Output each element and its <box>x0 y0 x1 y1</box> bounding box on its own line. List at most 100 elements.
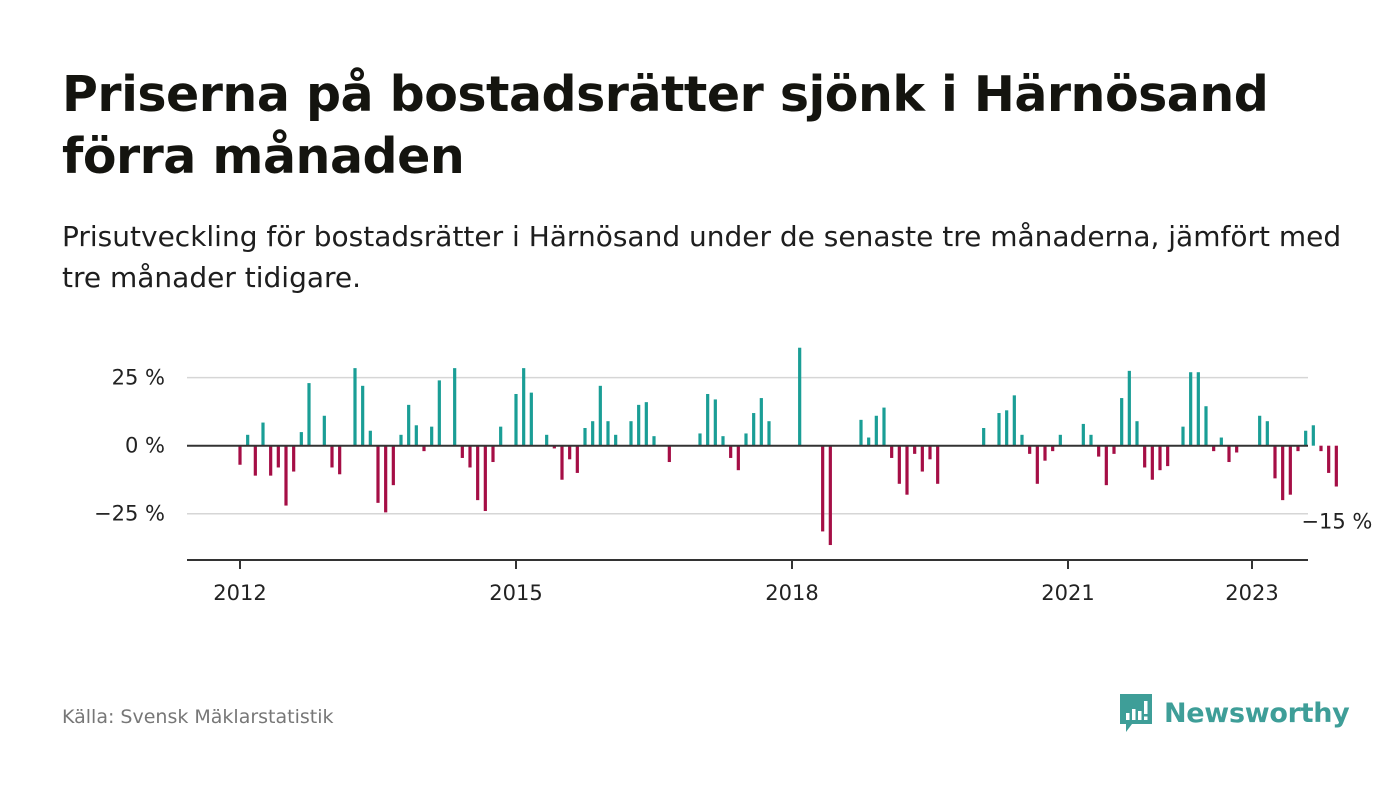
bar <box>292 445 296 472</box>
bar <box>798 347 802 446</box>
bar <box>821 445 825 532</box>
bar <box>575 445 579 473</box>
bar <box>499 426 503 446</box>
bar <box>767 421 771 446</box>
bar <box>1089 434 1093 446</box>
bar <box>1265 421 1269 446</box>
bar <box>376 445 380 503</box>
newsworthy-logo-icon <box>1120 694 1152 732</box>
brand-logo: Newsworthy <box>1118 690 1350 736</box>
bar <box>253 445 257 476</box>
y-tick-label: −25 % <box>94 502 165 526</box>
bar <box>1227 445 1231 463</box>
bar <box>399 434 403 446</box>
bar <box>644 402 648 446</box>
bar <box>414 425 418 446</box>
bar <box>744 433 748 446</box>
bar <box>261 422 265 446</box>
bar <box>1219 437 1223 446</box>
bar <box>468 445 472 468</box>
bar <box>729 445 733 458</box>
bar <box>752 413 756 446</box>
source-note: Källa: Svensk Mäklarstatistik <box>62 706 334 728</box>
y-tick-label: 25 % <box>112 366 165 390</box>
bar <box>422 445 426 452</box>
bar <box>1181 426 1185 446</box>
bar <box>997 413 1001 446</box>
bar <box>1035 445 1039 484</box>
bar <box>1150 445 1154 480</box>
x-tick-label: 2018 <box>765 581 818 605</box>
bar <box>330 445 334 468</box>
x-axis-labels: 2012 2015 2018 2021 2023 <box>213 560 1279 605</box>
bar <box>483 445 487 512</box>
bar <box>1212 445 1216 452</box>
bar <box>514 393 518 446</box>
bar <box>453 368 457 446</box>
bar <box>1258 415 1262 446</box>
bar <box>1012 395 1016 446</box>
bar <box>867 437 871 446</box>
bar <box>1104 445 1108 486</box>
brand-name: Newsworthy <box>1164 697 1350 729</box>
bar <box>1135 421 1139 446</box>
bar <box>568 445 572 460</box>
bar <box>920 445 924 472</box>
axes <box>187 444 1308 561</box>
bar <box>936 445 940 484</box>
bar <box>736 445 740 471</box>
bar <box>1196 372 1200 446</box>
bar <box>391 445 395 486</box>
bar <box>307 383 311 446</box>
x-tick-label: 2012 <box>213 581 266 605</box>
bar <box>1281 445 1285 501</box>
bar <box>882 407 886 446</box>
bar <box>890 445 894 458</box>
bar <box>606 421 610 446</box>
bar <box>1005 410 1009 446</box>
y-tick-label: 0 % <box>125 434 165 458</box>
chart-subtitle: Prisutveckling för bostadsrätter i Härnö… <box>62 220 1342 294</box>
bar <box>1051 445 1055 452</box>
bar <box>928 445 932 460</box>
bar <box>721 436 725 446</box>
bar <box>552 445 556 449</box>
bar <box>897 445 901 484</box>
bar <box>905 445 909 495</box>
bar <box>276 445 280 468</box>
bar <box>1028 445 1032 454</box>
bar <box>652 436 656 446</box>
bar <box>246 434 250 446</box>
bar <box>1334 445 1338 487</box>
bar <box>859 419 863 446</box>
bar <box>269 445 273 476</box>
bar <box>1204 406 1208 446</box>
bar <box>1127 370 1131 446</box>
bar <box>1020 434 1024 446</box>
bar <box>1189 372 1193 446</box>
bar <box>437 380 441 446</box>
bar <box>598 385 602 446</box>
bars <box>238 347 1338 546</box>
bar <box>706 393 710 446</box>
y-axis-labels: 25 % 0 % −25 % <box>94 366 165 526</box>
bar <box>368 430 372 446</box>
bar <box>384 445 388 513</box>
bar <box>476 445 480 501</box>
bar <box>361 385 365 446</box>
bar <box>1120 398 1124 446</box>
bar <box>614 434 618 446</box>
bar <box>629 421 633 446</box>
bar <box>759 398 763 446</box>
bar <box>1304 430 1308 446</box>
grid-lines <box>187 376 1308 515</box>
bar <box>545 434 549 446</box>
bar <box>1319 445 1323 452</box>
bar <box>1311 425 1315 446</box>
bar <box>1097 445 1101 457</box>
bar <box>637 404 641 446</box>
last-value-label: −15 % <box>1301 510 1372 534</box>
bar <box>913 445 917 454</box>
bar <box>713 399 717 446</box>
bar <box>1235 445 1239 453</box>
